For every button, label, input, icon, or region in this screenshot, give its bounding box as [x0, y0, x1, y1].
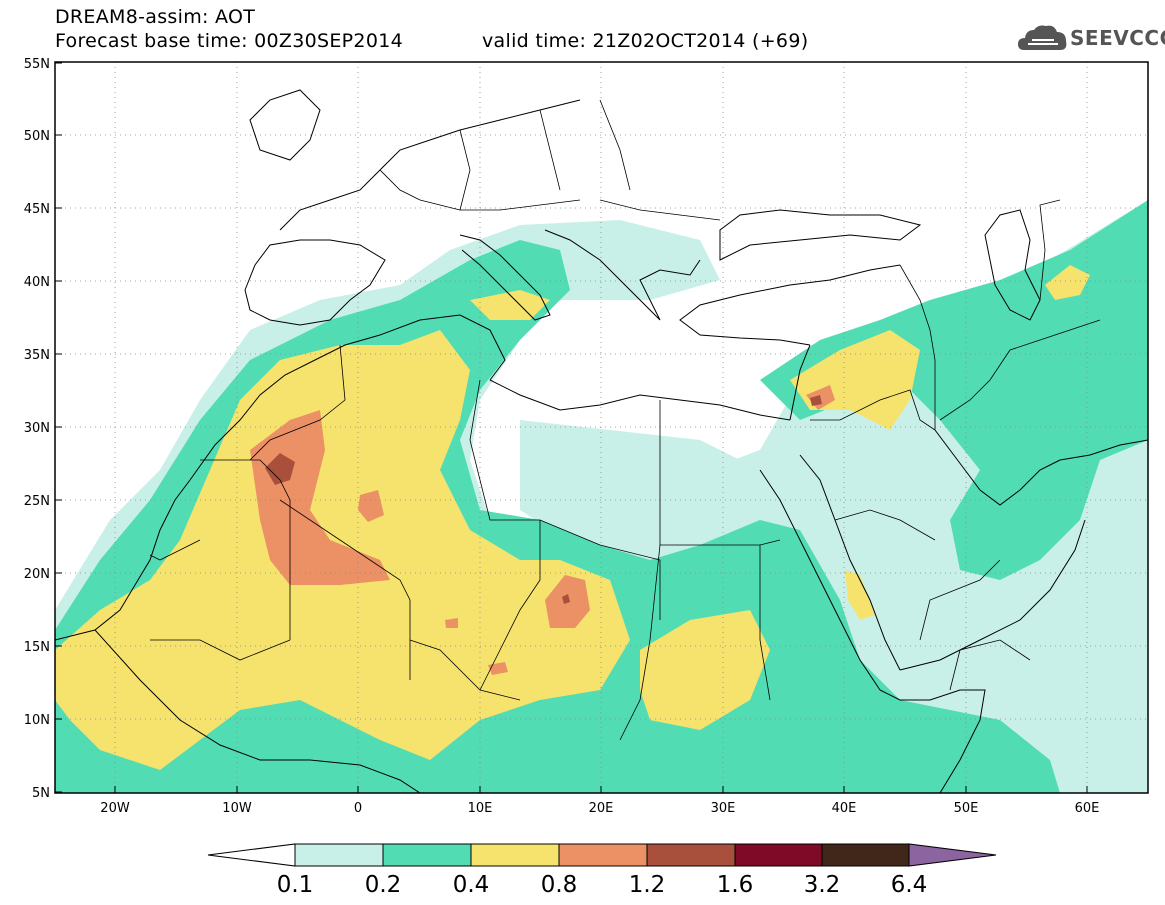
lat-label: 10N: [24, 713, 50, 728]
seevccc-logo: SEEVCCC: [1018, 22, 1165, 56]
lat-label: 20N: [24, 567, 50, 582]
lon-label: 0: [354, 801, 362, 816]
colorbar-bin: [382, 843, 472, 867]
colorbar-label: 3.2: [804, 872, 841, 898]
colorbar-bin: [821, 843, 910, 867]
lon-label: 10E: [468, 801, 493, 816]
colorbar-label: 0.8: [541, 872, 578, 898]
colorbar-label: 0.4: [453, 872, 490, 898]
lat-label: 35N: [24, 348, 50, 363]
forecast-base-time: Forecast base time: 00Z30SEP2014: [55, 30, 403, 52]
lon-label: 20E: [589, 801, 614, 816]
lon-label: 30E: [711, 801, 736, 816]
colorbar-bin: [294, 843, 384, 867]
lat-label: 50N: [24, 129, 50, 144]
colorbar-under-arrow: [207, 843, 296, 867]
lat-label: 5N: [32, 786, 50, 801]
colorbar-over-arrow: [908, 843, 997, 867]
colorbar: 0.1 0.2 0.4 0.8 1.2 1.6 3.2 6.4: [207, 843, 997, 898]
colorbar-bin: [558, 843, 648, 867]
lat-label: 30N: [24, 421, 50, 436]
country-borders: [149, 99, 1101, 741]
aot-field: [55, 62, 1148, 793]
colorbar-label: 1.2: [629, 872, 666, 898]
aot-band-1.2: [265, 395, 822, 604]
lon-label: 40E: [832, 801, 857, 816]
longitude-ticks: [114, 786, 1088, 793]
valid-time: valid time: 21Z02OCT2014 (+69): [482, 30, 809, 52]
lat-label: 40N: [24, 275, 50, 290]
logo-text: SEEVCCC: [1070, 26, 1165, 50]
colorbar-bin: [470, 843, 560, 867]
lat-label: 15N: [24, 640, 50, 655]
cloud-icon: [1018, 25, 1067, 50]
graticule: [55, 62, 1148, 793]
colorbar-label: 6.4: [891, 872, 928, 898]
map-title: DREAM8-assim: AOT: [55, 6, 256, 28]
lat-label: 45N: [24, 202, 50, 217]
lon-label: 10W: [222, 801, 252, 816]
colorbar-label: 0.2: [365, 872, 402, 898]
longitude-labels: 20W 10W 0 10E 20E 30E 40E 50E 60E: [100, 801, 1099, 816]
colorbar-label: 0.1: [277, 872, 314, 898]
lon-label: 50E: [954, 801, 979, 816]
colorbar-bin: [734, 843, 823, 867]
latitude-ticks: [55, 62, 62, 793]
latitude-labels: 5N 10N 15N 20N 25N 30N 35N 40N 45N 50N 5…: [24, 57, 50, 801]
colorbar-bin: [646, 843, 736, 867]
lon-label: 60E: [1075, 801, 1100, 816]
colorbar-label: 1.6: [717, 872, 754, 898]
lat-label: 25N: [24, 494, 50, 509]
lon-label: 20W: [100, 801, 130, 816]
lat-label: 55N: [24, 57, 50, 72]
